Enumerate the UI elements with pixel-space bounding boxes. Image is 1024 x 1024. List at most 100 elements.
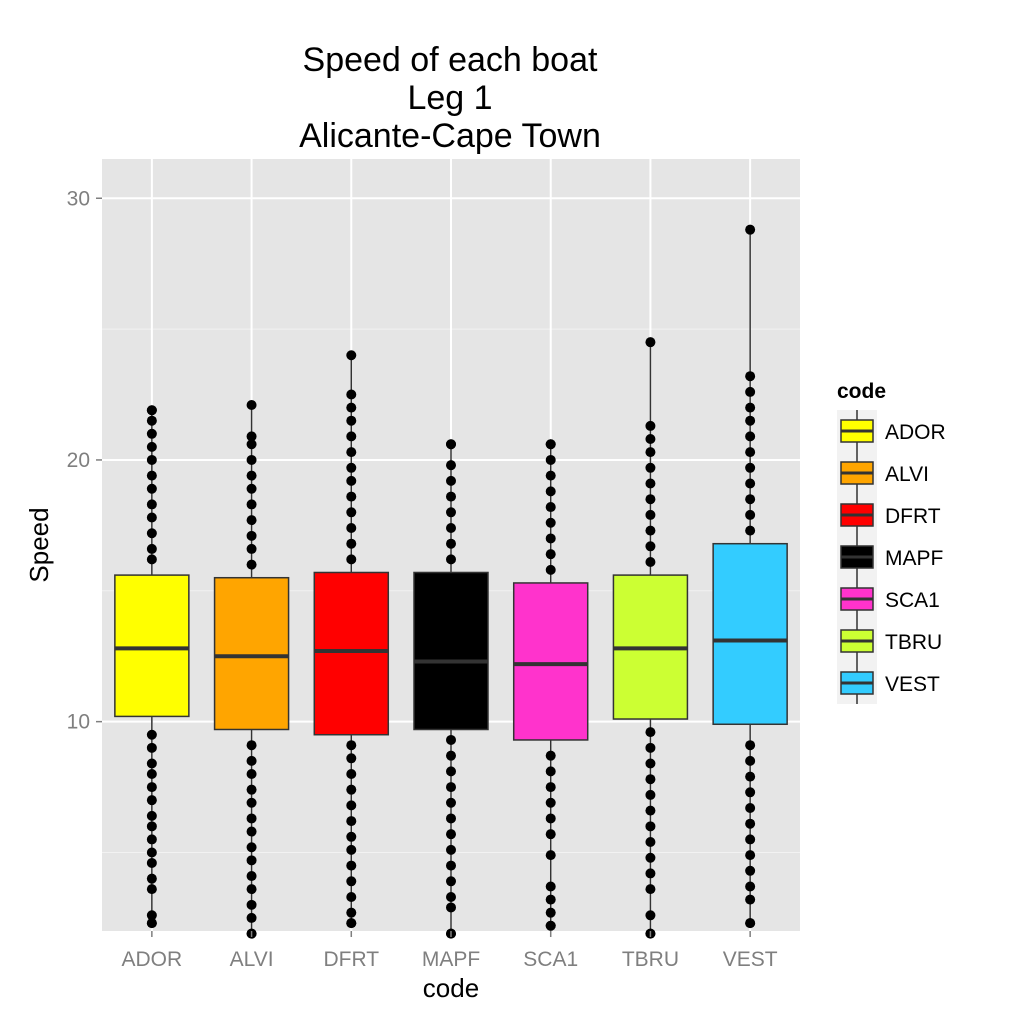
outlier-point [745,447,756,458]
legend-title: code [837,380,886,403]
outlier-point [645,727,656,738]
legend-label: TBRU [885,631,942,654]
outlier-point [146,441,157,452]
outlier-point [745,494,756,505]
outlier-point [246,755,257,766]
legend-item-tbru: TBRU [837,620,942,662]
outlier-point [346,784,357,795]
outlier-point [346,907,357,918]
outlier-point [645,742,656,753]
outlier-point [346,844,357,855]
x-tick-label: VEST [723,948,778,971]
outlier-point [645,774,656,785]
outlier-point [346,415,357,426]
outlier-point [745,803,756,814]
outlier-point [446,522,456,533]
legend-label: MAPF [885,547,943,570]
legend-label: ALVI [885,463,929,486]
legend-label: VEST [885,673,940,696]
outlier-point [146,742,157,753]
outlier-point [146,729,157,740]
outlier-point [346,860,357,871]
outlier-point [146,884,157,895]
legend-item-vest: VEST [837,662,940,704]
outlier-point [545,549,556,560]
outlier-point [446,782,456,793]
outlier-point [146,499,157,510]
outlier-point [446,891,456,902]
outlier-point [246,871,257,882]
outlier-point [745,755,756,766]
max-point [645,337,656,348]
outlier-point [146,821,157,832]
outlier-point [446,829,456,840]
legend-label: ADOR [885,421,946,444]
outlier-point [346,876,357,887]
outlier-point [745,415,756,426]
outlier-point [246,797,257,808]
outlier-point [346,522,357,533]
outlier-point [745,771,756,782]
legend-label: SCA1 [885,589,940,612]
outlier-point [246,530,257,541]
outlier-point [346,816,357,827]
outlier-point [246,784,257,795]
title-line-3: Alicante-Cape Town [299,117,601,155]
outlier-point [745,850,756,861]
outlier-point [246,470,257,481]
boxes [114,224,788,939]
outlier-point [745,371,756,382]
outlier-point [545,470,556,481]
x-axis-title: code [423,973,479,1003]
outlier-point [146,470,157,481]
min-point [346,918,357,929]
iqr-box [313,571,390,736]
title-line-2: Leg 1 [407,79,492,117]
y-axis: 10 20 30 [67,187,102,734]
outlier-point [645,447,656,458]
chart-title: Speed of each boat Leg 1 Alicante-Cape T… [299,41,601,155]
outlier-point [745,402,756,413]
max-point [346,350,357,361]
box-dfrt [313,350,390,929]
outlier-point [246,899,257,910]
outlier-point [146,857,157,868]
outlier-point [446,734,456,745]
outlier-point [645,910,656,921]
outlier-point [346,554,357,565]
outlier-point [545,797,556,808]
outlier-point [645,462,656,473]
box-mapf [413,439,489,939]
outlier-point [545,766,556,777]
outlier-point [346,831,357,842]
outlier-point [745,386,756,397]
outlier-point [346,753,357,764]
legend-label: DFRT [885,505,941,528]
outlier-point [745,740,756,751]
outlier-point [346,491,357,502]
outlier-point [246,912,257,923]
box-tbru [612,337,689,939]
outlier-point [246,768,257,779]
max-point [146,405,157,416]
box-sca1 [512,439,589,931]
outlier-point [446,460,456,471]
outlier-point [545,894,556,905]
outlier-point [246,439,257,450]
outlier-point [246,559,257,570]
max-point [246,399,257,410]
outlier-point [645,478,656,489]
outlier-point [745,431,756,442]
legend-item-sca1: SCA1 [837,578,940,620]
outlier-point [545,486,556,497]
min-point [745,918,756,929]
outlier-point [645,509,656,520]
outlier-point [346,740,357,751]
outlier-point [545,813,556,824]
outlier-point [545,750,556,761]
box-ador [114,405,190,929]
outlier-point [446,491,456,502]
x-tick-label: ADOR [122,948,183,971]
outlier-point [545,502,556,513]
outlier-point [645,557,656,568]
